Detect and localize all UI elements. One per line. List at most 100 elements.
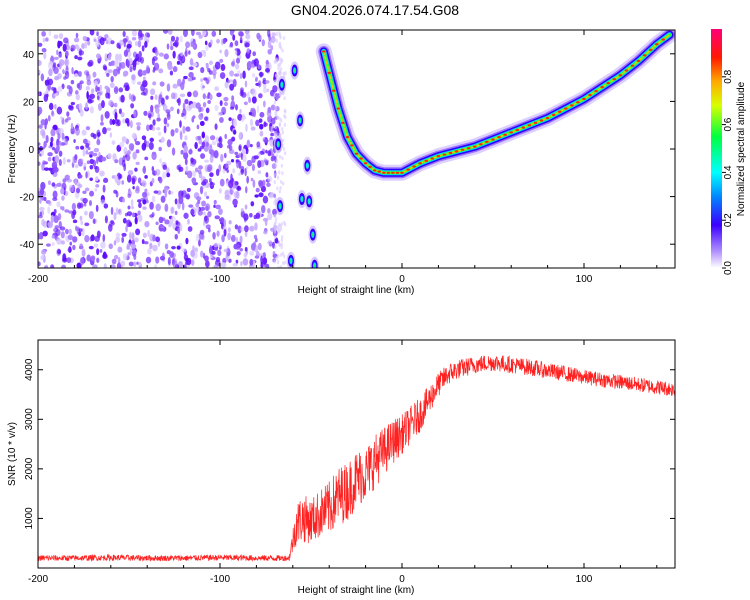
tone-peak-blob [648,48,653,51]
noise-blob [62,157,66,165]
noise-blob [120,260,126,267]
noise-blob [129,65,133,73]
noise-blob [58,33,64,40]
noise-blob [135,228,141,236]
aliased-tone-center [313,264,316,268]
noise-blob [232,263,238,267]
noise-blob [60,187,65,195]
noise-blob [58,150,63,157]
noise-blob [155,256,160,264]
noise-blob [48,102,54,111]
noise-blob [138,50,142,59]
noise-blob [78,228,83,232]
noise-blob [106,73,110,78]
noise-blob [129,247,133,254]
noise-blob [217,111,223,117]
noise-blob [60,116,63,120]
noise-blob [49,141,53,148]
noise-blob [122,30,126,38]
noise-blob [180,51,184,57]
noise-blob [265,149,268,154]
noise-blob [131,36,137,41]
noise-blob [245,186,248,194]
noise-blob [79,243,84,249]
noise-blob [142,79,148,88]
noise-blob [197,135,202,140]
noise-blob [56,145,60,153]
noise-blob [283,108,287,113]
noise-blob [68,246,72,254]
noise-blob [191,30,195,37]
noise-blob [278,243,282,248]
noise-blob [279,179,283,184]
noise-blob [72,236,78,243]
noise-blob [104,34,109,39]
tone-curve-band [319,30,674,177]
noise-blob [120,94,125,103]
noise-blob [119,39,124,47]
noise-blob [250,201,255,207]
noise-blob [52,197,58,201]
noise-blob [239,235,243,244]
noise-blob [263,230,268,235]
noise-blob [74,73,79,77]
noise-blob [216,92,222,98]
noise-blob [267,207,271,214]
noise-blob [85,126,91,131]
noise-blob [223,248,229,253]
noise-blob [228,220,232,225]
noise-blob [197,51,203,59]
noise-blob [80,158,84,163]
noise-blob [169,70,174,76]
noise-blob [139,33,145,38]
noise-blob [201,200,207,207]
noise-blob [245,33,251,40]
noise-blob [279,35,282,40]
noise-blob [134,216,138,225]
noise-blob [42,37,46,43]
noise-blob [38,142,41,146]
noise-blob [238,172,242,176]
noise-blob [113,240,117,246]
noise-blob [58,59,65,66]
noise-blob [192,90,199,98]
noise-blob [93,147,100,153]
noise-blob [214,123,218,130]
colorbar-tick-label: 0.2 [723,213,734,227]
tone-peak-blob [454,150,459,153]
noise-blob [130,199,134,207]
noise-blob [176,60,181,65]
x-tick-label: 0 [399,274,405,285]
noise-blob [185,165,189,173]
tone-peak-blob [485,140,489,143]
noise-blob [269,122,273,127]
noise-blob [188,66,194,71]
noise-blob [73,155,78,164]
noise-blob [275,153,279,158]
noise-blob [262,100,266,108]
aliased-tone-center [301,197,303,201]
noise-blob [235,190,240,199]
tone-peak-blob [479,143,483,146]
noise-blob [90,255,96,262]
tone-peak-blob [327,71,332,74]
noise-blob [61,195,65,201]
noise-blob [104,85,109,90]
noise-blob [274,244,277,249]
noise-blob [51,241,55,247]
noise-blob [276,115,279,120]
noise-blob [61,264,67,268]
noise-blob [113,212,117,221]
noise-blob [159,81,165,87]
noise-blob [153,62,160,71]
noise-blob [215,168,220,177]
noise-blob [126,121,130,127]
noise-blob [68,184,75,193]
noise-blob [253,234,258,240]
tone-peak-blob [533,121,538,124]
noise-blob [110,40,115,45]
noise-blob [152,244,158,252]
noise-blob [149,137,155,143]
tone-peak-blob [331,89,336,92]
